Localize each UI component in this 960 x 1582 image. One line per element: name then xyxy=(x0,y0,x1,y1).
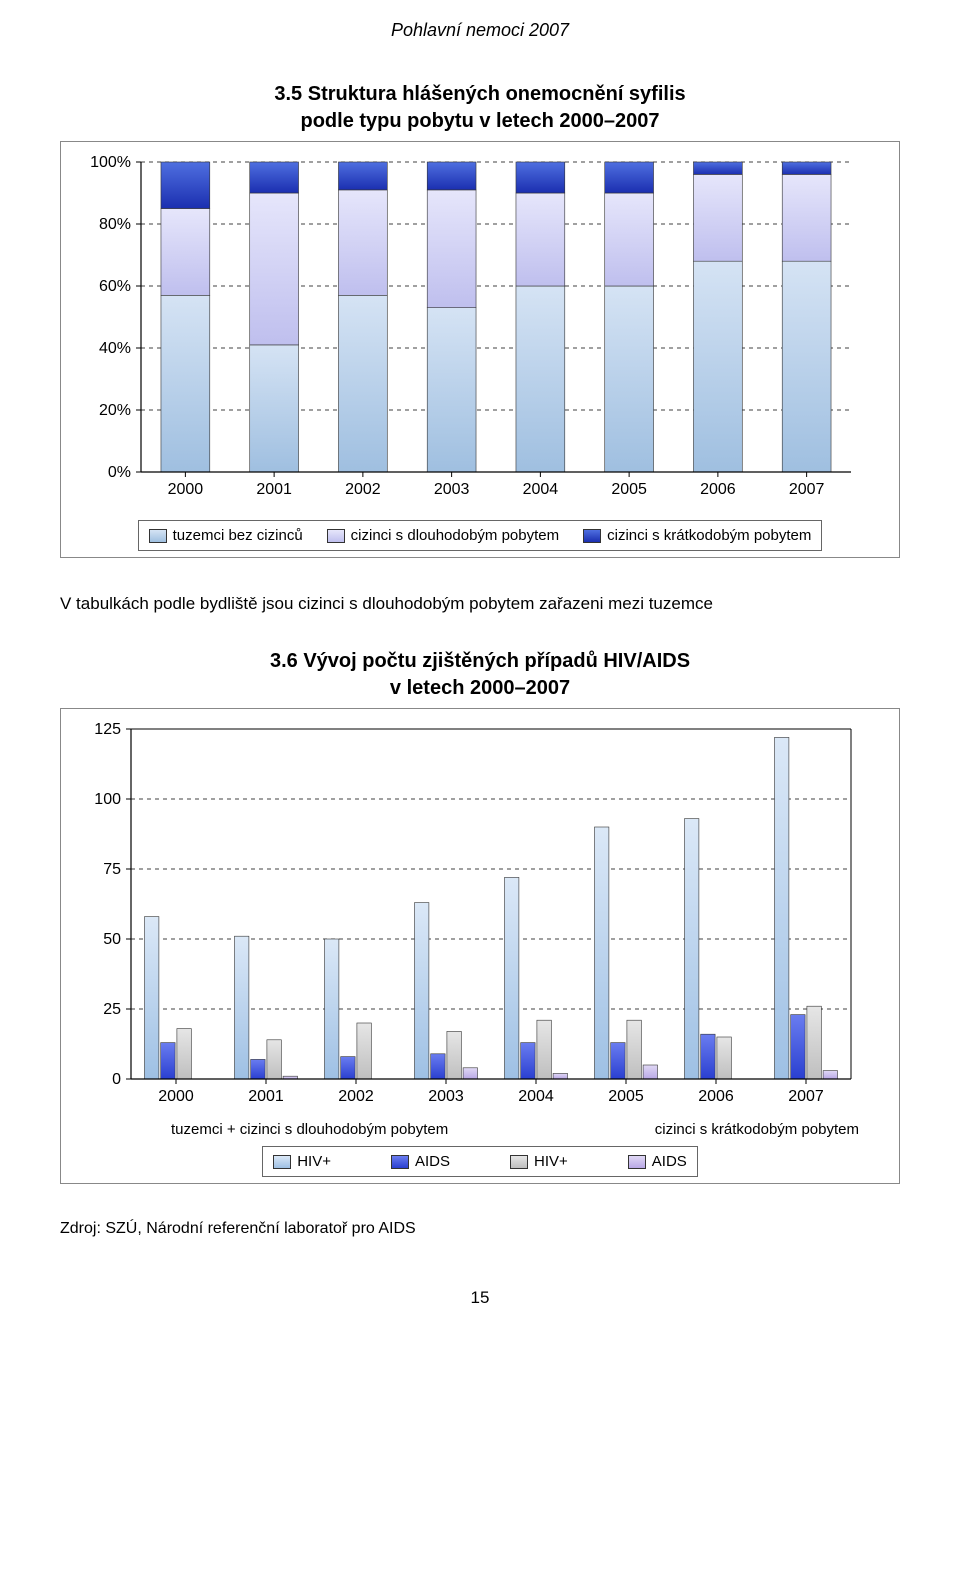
legend-label: AIDS xyxy=(652,1153,687,1170)
svg-text:2002: 2002 xyxy=(338,1088,374,1105)
chart-3-5-legend-item: cizinci s dlouhodobým pobytem xyxy=(327,527,559,544)
svg-text:75: 75 xyxy=(103,861,121,878)
legend-label: cizinci s dlouhodobým pobytem xyxy=(351,527,559,544)
chart-3-6-group-labels: tuzemci + cizinci s dlouhodobým pobytem … xyxy=(171,1121,859,1138)
note-between-charts: V tabulkách podle bydliště jsou cizinci … xyxy=(60,594,900,614)
svg-text:0: 0 xyxy=(112,1071,121,1088)
svg-text:20%: 20% xyxy=(99,402,131,419)
page-number: 15 xyxy=(60,1288,900,1308)
svg-text:2005: 2005 xyxy=(611,481,647,498)
chart-3-6-title: 3.6 Vývoj počtu zjištěných případů HIV/A… xyxy=(60,648,900,702)
chart-3-5-legend-item: tuzemci bez cizinců xyxy=(149,527,303,544)
svg-text:2007: 2007 xyxy=(788,1088,824,1105)
legend-label: cizinci s krátkodobým pobytem xyxy=(607,527,811,544)
chart-3-5-legend-item: cizinci s krátkodobým pobytem xyxy=(583,527,811,544)
svg-text:2002: 2002 xyxy=(345,481,381,498)
chart-3-6-legend-item: AIDS xyxy=(391,1153,450,1170)
chart-3-6-group-b-label: cizinci s krátkodobým pobytem xyxy=(655,1121,859,1138)
chart-3-5-svg: 0% 20% 40% 60% 80% 100% 2000 2001 2002 2003 2004 20… xyxy=(71,152,871,512)
chart-3-5-block: 3.5 Struktura hlášených onemocnění syfil… xyxy=(60,81,900,558)
svg-text:2000: 2000 xyxy=(168,481,204,498)
svg-text:80%: 80% xyxy=(99,216,131,233)
chart-3-6-svg: 0 25 50 75 100 125 2000 2001 2002 2003 2004 2005 200… xyxy=(71,719,871,1119)
svg-text:2003: 2003 xyxy=(428,1088,464,1105)
legend-label: AIDS xyxy=(415,1153,450,1170)
svg-text:2001: 2001 xyxy=(256,481,292,498)
legend-swatch xyxy=(583,529,601,543)
svg-text:2003: 2003 xyxy=(434,481,470,498)
legend-label: HIV+ xyxy=(297,1153,331,1170)
svg-text:125: 125 xyxy=(94,721,121,738)
chart-3-6-legend: HIV+ AIDS HIV+ AIDS xyxy=(262,1146,698,1177)
chart-3-5-box: 0% 20% 40% 60% 80% 100% 2000 2001 2002 2003 2004 20… xyxy=(60,141,900,558)
svg-text:2004: 2004 xyxy=(523,481,559,498)
legend-swatch xyxy=(273,1155,291,1169)
legend-swatch xyxy=(391,1155,409,1169)
legend-swatch xyxy=(628,1155,646,1169)
svg-text:2000: 2000 xyxy=(158,1088,194,1105)
svg-text:100: 100 xyxy=(94,791,121,808)
chart-3-5-title-line2: podle typu pobytu v letech 2000–2007 xyxy=(300,110,659,132)
legend-label: tuzemci bez cizinců xyxy=(173,527,303,544)
chart-3-6-group-a-label: tuzemci + cizinci s dlouhodobým pobytem xyxy=(171,1121,448,1138)
chart-3-5-legend: tuzemci bez cizinců cizinci s dlouhodobým… xyxy=(138,520,823,551)
source-line: Zdroj: SZÚ, Národní referenční laboratoř… xyxy=(60,1220,900,1238)
chart-3-5-title-line1: 3.5 Struktura hlášených onemocnění syfil… xyxy=(274,83,685,105)
svg-text:60%: 60% xyxy=(99,278,131,295)
page: Pohlavní nemoci 2007 3.5 Struktura hláše… xyxy=(0,0,960,1348)
chart-3-6-block: 3.6 Vývoj počtu zjištěných případů HIV/A… xyxy=(60,648,900,1184)
page-header: Pohlavní nemoci 2007 xyxy=(60,20,900,41)
chart-3-6-box: 0 25 50 75 100 125 2000 2001 2002 2003 2004 2005 200… xyxy=(60,708,900,1184)
legend-swatch xyxy=(149,529,167,543)
svg-text:40%: 40% xyxy=(99,340,131,357)
chart-3-6-legend-item: HIV+ xyxy=(510,1153,568,1170)
svg-text:0%: 0% xyxy=(108,464,131,481)
svg-text:50: 50 xyxy=(103,931,121,948)
chart-3-6-legend-item: HIV+ xyxy=(273,1153,331,1170)
legend-swatch xyxy=(327,529,345,543)
svg-text:2007: 2007 xyxy=(789,481,825,498)
svg-text:2004: 2004 xyxy=(518,1088,554,1105)
legend-label: HIV+ xyxy=(534,1153,568,1170)
svg-text:25: 25 xyxy=(103,1001,121,1018)
legend-swatch xyxy=(510,1155,528,1169)
svg-text:100%: 100% xyxy=(90,154,131,171)
svg-text:2006: 2006 xyxy=(700,481,736,498)
chart-3-6-title-line2: v letech 2000–2007 xyxy=(390,677,570,699)
chart-3-6-title-line1: 3.6 Vývoj počtu zjištěných případů HIV/A… xyxy=(270,650,690,672)
svg-text:2005: 2005 xyxy=(608,1088,644,1105)
chart-3-5-title: 3.5 Struktura hlášených onemocnění syfil… xyxy=(60,81,900,135)
svg-text:2006: 2006 xyxy=(698,1088,734,1105)
chart-3-6-legend-item: AIDS xyxy=(628,1153,687,1170)
svg-text:2001: 2001 xyxy=(248,1088,284,1105)
